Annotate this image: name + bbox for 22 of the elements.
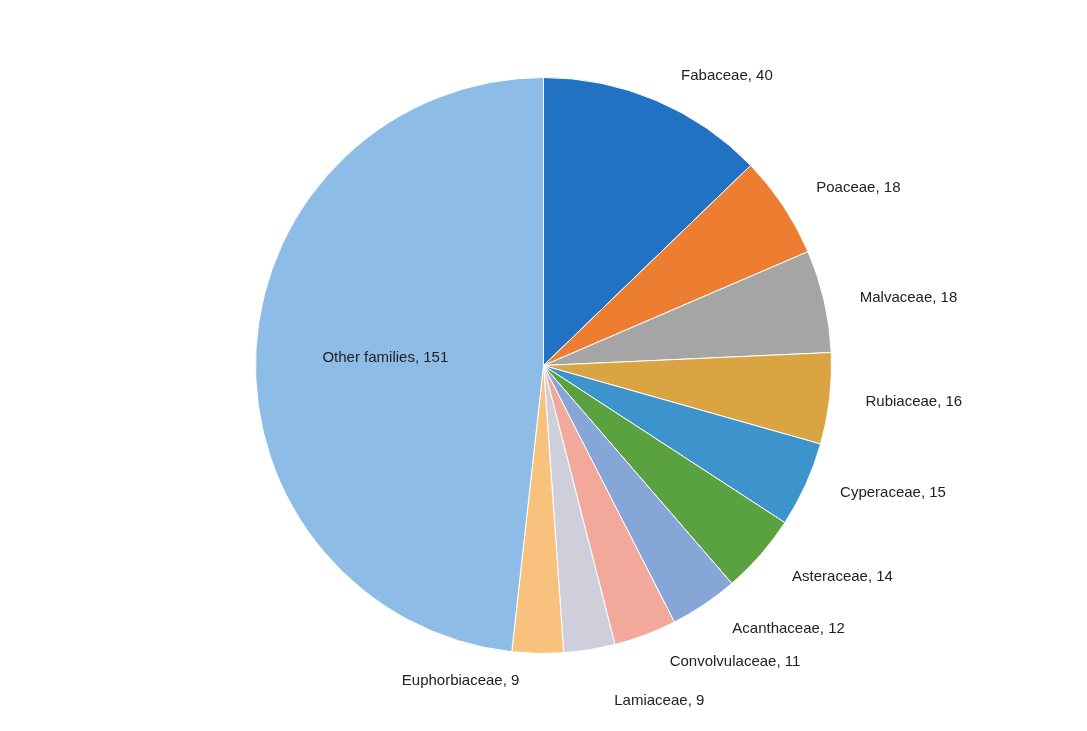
data-label: , 14 bbox=[867, 566, 893, 584]
slice-label: Poaceae bbox=[816, 177, 876, 195]
data-label: , 9 bbox=[502, 671, 520, 689]
data-label: , 16 bbox=[937, 391, 963, 409]
data-label: , 18 bbox=[932, 287, 958, 305]
slice-label: Lamiaceae bbox=[614, 691, 688, 709]
slice-label: Rubiaceae bbox=[865, 391, 938, 409]
slice-label: Euphorbiaceae bbox=[401, 671, 503, 689]
data-label: , 18 bbox=[875, 177, 901, 195]
data-label: , 151 bbox=[414, 347, 449, 365]
slice-label: Acanthaceae bbox=[732, 619, 820, 637]
data-label: , 15 bbox=[920, 483, 946, 501]
slice-label: Cyperaceae bbox=[840, 483, 921, 501]
data-label: , 11 bbox=[776, 651, 801, 669]
slice-label: Malvaceae bbox=[859, 287, 933, 305]
data-label: , 12 bbox=[819, 619, 845, 637]
data-label: , 9 bbox=[687, 691, 705, 709]
data-label: , 40 bbox=[747, 65, 773, 83]
slice-label: Fabaceae bbox=[681, 65, 748, 83]
slice-label: Other families bbox=[322, 347, 415, 365]
slice-label: Convolvulaceae bbox=[669, 651, 777, 669]
slice-label: Asteraceae bbox=[792, 566, 868, 584]
